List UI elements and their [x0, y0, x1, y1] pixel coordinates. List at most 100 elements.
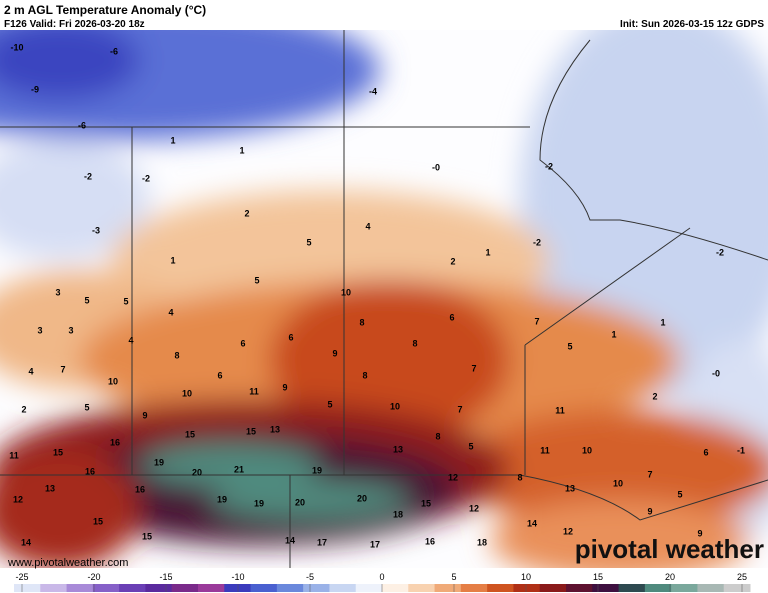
- init-time: Init: Sun 2026-03-15 12z GDPS: [620, 19, 764, 30]
- map-value-label: 6: [217, 370, 222, 380]
- map-value-label: 12: [448, 472, 458, 482]
- map-value-label: 1: [660, 317, 665, 327]
- map-value-label: 8: [174, 350, 179, 360]
- map-value-label: 10: [390, 401, 400, 411]
- map-value-label: 8: [517, 472, 522, 482]
- map-value-label: 15: [93, 516, 103, 526]
- map-value-label: 9: [282, 382, 287, 392]
- map-value-label: 14: [21, 537, 31, 547]
- colorbar-swatch: [303, 584, 330, 592]
- map-value-label: 13: [270, 424, 280, 434]
- map-value-label: 12: [13, 494, 23, 504]
- colorbar-swatch: [276, 584, 304, 592]
- colorbar-swatch: [408, 584, 436, 592]
- map-value-label: 4: [168, 307, 173, 317]
- map-value-label: 11: [555, 405, 565, 415]
- colorbar-swatch: [66, 584, 94, 592]
- map-value-label: 13: [393, 444, 403, 454]
- map-value-label: 10: [613, 478, 623, 488]
- map-value-label: 19: [217, 494, 227, 504]
- map-value-label: -1: [737, 445, 745, 455]
- map-value-label: 8: [435, 431, 440, 441]
- colorbar-swatch: [434, 584, 462, 592]
- map-value-label: 5: [468, 441, 473, 451]
- map-value-label: 2: [450, 256, 455, 266]
- map-value-label: 8: [362, 370, 367, 380]
- map-value-label: 15: [246, 426, 256, 436]
- colorbar-swatch: [40, 584, 68, 592]
- map-value-label: 3: [68, 325, 73, 335]
- map-value-label: 10: [182, 388, 192, 398]
- map-value-label: 13: [565, 483, 575, 493]
- map-value-label: 5: [254, 275, 259, 285]
- map-value-label: 3: [37, 325, 42, 335]
- map-value-label: 10: [108, 376, 118, 386]
- map-value-label: -0: [712, 368, 720, 378]
- map-value-label: 9: [697, 528, 702, 538]
- map-value-label: 20: [192, 467, 202, 477]
- map-value-label: 13: [45, 483, 55, 493]
- colorbar-tick-label: -5: [306, 572, 314, 582]
- map-value-label: 15: [421, 498, 431, 508]
- map-value-label: 16: [85, 466, 95, 476]
- map-value-label: -3: [92, 225, 100, 235]
- map: [0, 30, 768, 568]
- map-value-label: 20: [295, 497, 305, 507]
- watermark-logo: pivotal weather: [575, 534, 764, 564]
- map-value-label: 4: [365, 221, 370, 231]
- title: 2 m AGL Temperature Anomaly (°C): [4, 3, 206, 17]
- valid-time: F126 Valid: Fri 2026-03-20 18z: [4, 19, 145, 30]
- colorbar-tick-label: 10: [521, 572, 531, 582]
- map-value-label: 16: [110, 437, 120, 447]
- map-value-label: 11: [249, 386, 259, 396]
- colorbar-swatch: [198, 584, 225, 592]
- colorbar-tick-label: -20: [87, 572, 100, 582]
- map-value-label: -9: [31, 84, 39, 94]
- map-value-label: 19: [254, 498, 264, 508]
- map-value-label: 1: [485, 247, 490, 257]
- map-value-label: -2: [716, 247, 724, 257]
- map-value-label: 8: [359, 317, 364, 327]
- map-value-label: 6: [703, 447, 708, 457]
- map-value-label: 20: [357, 493, 367, 503]
- colorbar-swatch: [487, 584, 514, 592]
- map-value-label: 6: [240, 338, 245, 348]
- map-value-label: 19: [154, 457, 164, 467]
- map-value-label: 12: [469, 503, 479, 513]
- map-value-label: 4: [28, 366, 33, 376]
- colorbar-tick-label: -25: [15, 572, 28, 582]
- map-value-label: 15: [53, 447, 63, 457]
- colorbar-swatch: [592, 584, 620, 592]
- colorbar-swatch: [723, 584, 751, 592]
- map-value-label: -2: [545, 161, 553, 171]
- map-value-label: 1: [170, 255, 175, 265]
- colorbar-swatch: [14, 584, 41, 592]
- colorbar-tick-label: 5: [451, 572, 456, 582]
- colorbar-swatch: [697, 584, 725, 592]
- map-value-label: -2: [142, 173, 150, 183]
- map-value-label: 7: [647, 469, 652, 479]
- map-value-label: 2: [244, 208, 249, 218]
- map-value-label: -10: [10, 42, 23, 52]
- map-value-label: 12: [563, 526, 573, 536]
- colorbar-swatch: [460, 584, 488, 592]
- map-value-label: 6: [288, 332, 293, 342]
- colorbar-tick-label: -15: [159, 572, 172, 582]
- map-value-label: 7: [471, 363, 476, 373]
- map-value-label: 5: [123, 296, 128, 306]
- map-value-label: 6: [449, 312, 454, 322]
- map-value-label: 9: [647, 506, 652, 516]
- map-value-label: 9: [142, 410, 147, 420]
- map-value-label: 7: [534, 316, 539, 326]
- map-value-label: 9: [332, 348, 337, 358]
- colorbar-swatch: [618, 584, 646, 592]
- map-value-label: 11: [9, 450, 19, 460]
- map-value-label: 10: [341, 287, 351, 297]
- map-value-label: 11: [540, 445, 550, 455]
- map-value-label: 5: [84, 402, 89, 412]
- map-value-label: -0: [432, 162, 440, 172]
- map-value-label: -4: [369, 86, 377, 96]
- map-value-label: 21: [234, 464, 244, 474]
- map-value-label: 1: [170, 135, 175, 145]
